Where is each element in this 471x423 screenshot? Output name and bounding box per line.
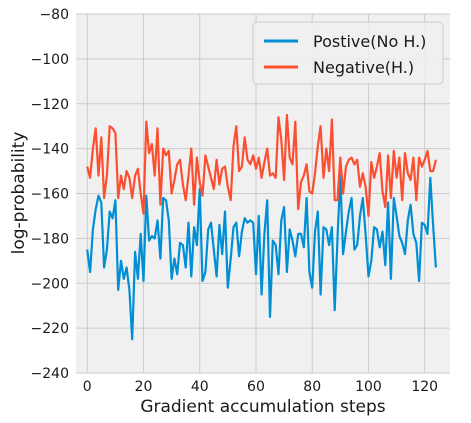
y-tick-label: −140 (31, 142, 69, 158)
x-tick-labels: 0 20 40 60 80 100 120 (83, 379, 438, 395)
y-tick-label: −160 (31, 187, 69, 203)
x-tick-label: 0 (83, 379, 92, 395)
series-line-positive (86, 174, 437, 341)
y-tick-label: −120 (31, 97, 69, 113)
y-tick-label: −220 (31, 321, 69, 337)
x-tick-label: 120 (411, 379, 438, 395)
legend-box (252, 21, 444, 85)
x-tick-label: 100 (355, 379, 382, 395)
x-axis-title: Gradient accumulation steps (140, 397, 385, 417)
x-tick-label: 80 (303, 379, 321, 395)
y-tick-label: −240 (31, 366, 69, 382)
x-tick-label: 40 (191, 379, 209, 395)
y-tick-label: −180 (31, 231, 69, 247)
legend-label-positive: Postive(No H.) (313, 32, 426, 51)
legend: Postive(No H.) Negative(H.) (252, 21, 444, 85)
legend-label-negative: Negative(H.) (313, 58, 414, 77)
y-tick-label: −200 (31, 276, 69, 292)
series-line-negative (86, 113, 437, 217)
y-tick-label: −80 (39, 7, 69, 23)
x-tick-label: 60 (247, 379, 265, 395)
y-tick-label: −100 (31, 52, 69, 68)
series-lines (86, 113, 437, 341)
y-tick-labels: −240 −220 −200 −180 −160 −140 −120 −100 −80 (31, 7, 69, 382)
y-axis-title: log-probability (9, 132, 29, 255)
x-tick-label: 20 (135, 379, 153, 395)
